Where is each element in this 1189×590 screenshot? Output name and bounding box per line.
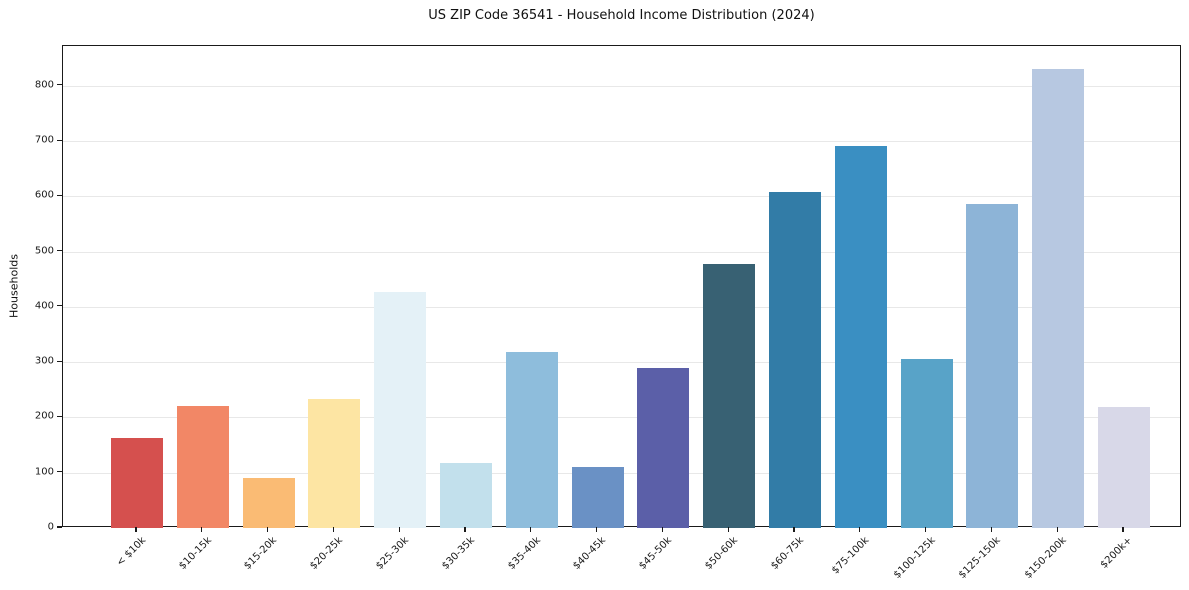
x-tick-label: $30-35k (439, 535, 477, 572)
bar (966, 203, 1019, 528)
gridline (63, 362, 1180, 364)
y-tick-label: 400 (34, 300, 54, 312)
bar (176, 406, 229, 528)
x-tick-mark (727, 527, 729, 532)
bar (1098, 406, 1150, 528)
gridline (63, 417, 1180, 419)
x-tick-label: $10-15k (176, 535, 214, 572)
x-tick-mark (596, 527, 598, 532)
gridline (63, 306, 1180, 308)
chart-title: US ZIP Code 36541 - Household Income Dis… (428, 8, 815, 23)
x-tick-label: $15-20k (242, 535, 280, 572)
x-tick-mark (135, 527, 137, 532)
y-tick-mark (57, 526, 62, 528)
plot-area (62, 45, 1181, 528)
x-tick-mark (530, 527, 532, 532)
gridline (63, 196, 1180, 198)
y-tick-mark (57, 471, 62, 473)
y-tick-label: 0 (47, 521, 54, 533)
bar (505, 352, 558, 528)
x-tick-mark (267, 527, 269, 532)
gridline (63, 251, 1180, 253)
bar (637, 368, 690, 528)
bar (571, 466, 624, 528)
x-tick-mark (925, 527, 927, 532)
y-tick-label: 300 (34, 355, 54, 367)
y-tick-mark (57, 415, 62, 417)
y-tick-mark (57, 84, 62, 86)
bar (374, 292, 427, 528)
bar (111, 437, 163, 528)
bar (308, 399, 361, 528)
x-tick-label: $100-125k (891, 535, 938, 581)
x-tick-label: < $10k (114, 535, 148, 569)
y-tick-label: 500 (34, 245, 54, 257)
bar (242, 477, 295, 528)
x-tick-label: $125-150k (957, 535, 1004, 581)
y-tick-mark (57, 139, 62, 141)
x-tick-mark (1122, 527, 1124, 532)
y-tick-mark (57, 250, 62, 252)
y-tick-label: 600 (34, 189, 54, 201)
x-tick-mark (332, 527, 334, 532)
x-tick-mark (398, 527, 400, 532)
bar (769, 191, 821, 528)
x-tick-mark (464, 527, 466, 532)
gridline (63, 141, 1180, 143)
y-tick-mark (57, 360, 62, 362)
bar (703, 263, 756, 528)
y-tick-label: 800 (34, 79, 54, 91)
x-tick-mark (201, 527, 203, 532)
x-tick-label: $60-75k (768, 535, 806, 572)
x-tick-label: $25-30k (374, 535, 411, 572)
y-tick-mark (57, 194, 62, 196)
x-tick-label: $40-45k (571, 535, 609, 572)
x-tick-label: $50-60k (703, 535, 740, 572)
x-tick-label: $45-50k (637, 535, 675, 572)
bar (440, 462, 492, 528)
y-tick-mark (57, 305, 62, 307)
y-tick-label: 100 (34, 466, 54, 478)
x-tick-mark (859, 527, 861, 532)
x-tick-label: $150-200k (1023, 535, 1069, 581)
x-tick-mark (990, 527, 992, 532)
bar (1032, 69, 1085, 528)
bar (834, 146, 887, 528)
y-tick-label: 200 (34, 410, 54, 422)
x-tick-mark (661, 527, 663, 532)
gridline (63, 85, 1180, 87)
y-tick-label: 700 (34, 134, 54, 146)
x-tick-label: $200k+ (1098, 535, 1135, 571)
x-tick-label: $35-40k (505, 535, 543, 572)
bar (900, 359, 953, 528)
x-tick-mark (793, 527, 795, 532)
x-tick-label: $20-25k (308, 535, 346, 572)
x-tick-label: $75-100k (830, 535, 872, 577)
x-tick-mark (1056, 527, 1058, 532)
